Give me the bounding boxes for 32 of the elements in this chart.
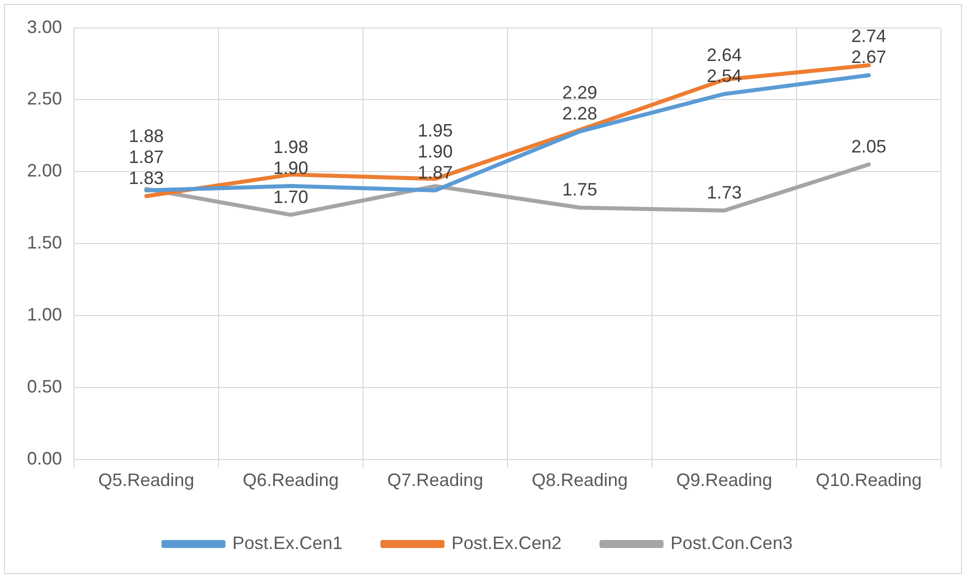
data-label: 1.75 [562, 180, 598, 200]
data-label: 2.64 [706, 44, 742, 65]
y-tick-label: 2.00 [26, 160, 62, 181]
x-tick-label: Q6.Reading [242, 470, 339, 490]
legend-label: Post.Ex.Cen2 [451, 532, 562, 553]
data-label: 1.88 [128, 126, 164, 146]
x-tick-label: Q5.Reading [98, 470, 194, 490]
x-tick-label: Q10.Reading [816, 470, 922, 490]
legend-label: Post.Con.Cen3 [670, 532, 793, 553]
x-tick-label: Q9.Reading [676, 470, 772, 490]
data-label: 1.83 [128, 168, 164, 188]
data-label: 1.87 [128, 147, 164, 168]
data-label: 1.90 [273, 158, 308, 178]
y-tick-label: 1.50 [26, 232, 62, 253]
data-label: 1.98 [273, 137, 308, 158]
data-label: 1.70 [273, 186, 308, 207]
legend-label: Post.Ex.Cen1 [232, 532, 342, 553]
y-tick-label: 0.00 [26, 448, 62, 468]
data-label: 1.95 [418, 120, 453, 140]
y-tick-label: 2.50 [26, 88, 62, 109]
data-label: 1.73 [706, 182, 742, 202]
data-label: 2.29 [562, 82, 598, 102]
y-tick-label: 0.50 [26, 376, 62, 396]
x-tick-label: Q8.Reading [532, 470, 628, 490]
data-label: 1.90 [418, 141, 453, 162]
y-tick-label: 1.00 [26, 304, 62, 324]
x-tick-label: Q7.Reading [387, 470, 484, 490]
data-label: 2.74 [851, 26, 886, 46]
data-label: 2.67 [851, 47, 886, 68]
y-tick-label: 3.00 [26, 16, 62, 37]
data-label: 2.28 [562, 103, 598, 124]
data-label: 2.05 [851, 136, 886, 156]
